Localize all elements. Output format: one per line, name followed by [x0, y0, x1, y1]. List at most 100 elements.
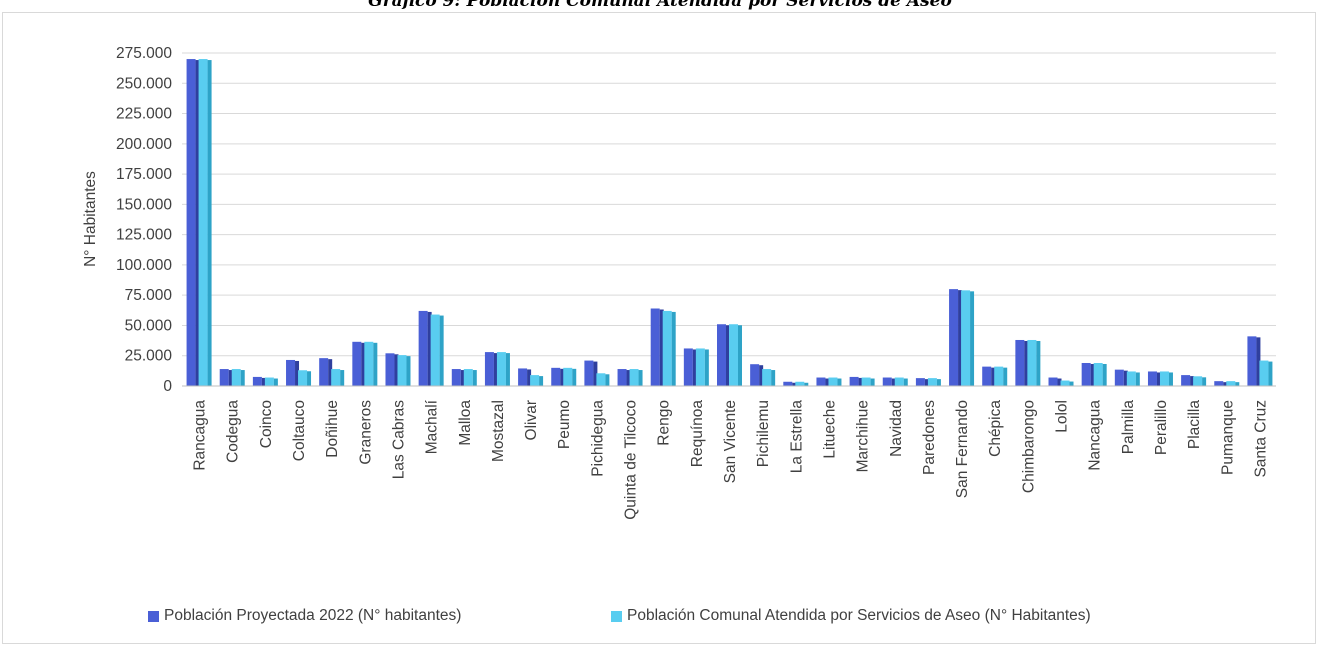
bar-series-1	[650, 308, 660, 386]
bar-series-1-side	[427, 311, 432, 386]
bar-series-1	[982, 366, 992, 386]
y-tick-label: 50.000	[125, 317, 173, 334]
y-tick-label: 125.000	[116, 227, 172, 244]
bar-series-2-side	[207, 60, 212, 387]
legend-label-series-1: Población Proyectada 2022 (N° habitantes…	[164, 607, 462, 624]
bar-series-2	[662, 310, 672, 386]
bar-series-2	[1193, 376, 1203, 386]
x-tick-label: Navidad	[888, 400, 905, 457]
bar-series-1-side	[560, 368, 565, 386]
bar-series-2	[894, 377, 904, 386]
y-tick-label: 200.000	[116, 136, 172, 153]
bar-series-2-side	[605, 374, 610, 386]
bar-series-1	[219, 369, 229, 386]
bar-series-1	[915, 378, 925, 386]
bar-series-1-side	[1256, 337, 1261, 386]
x-tick-label: Requínoa	[689, 400, 706, 468]
bar-series-1-side	[759, 365, 764, 386]
bar-series-1-side	[1024, 340, 1029, 386]
bar-series-1-side	[493, 353, 498, 386]
x-tick-label: San Vicente	[722, 400, 739, 483]
x-tick-label: Marchihue	[855, 400, 872, 472]
x-tick-label: San Fernando	[954, 400, 971, 498]
bar-series-2	[828, 377, 838, 386]
bar-series-2	[397, 355, 407, 386]
bar-series-1	[849, 376, 859, 386]
chart-frame	[2, 12, 1316, 644]
x-tick-label: Pumanque	[1219, 400, 1236, 475]
bar-series-1	[783, 381, 793, 386]
x-tick-label: Chimbarongo	[1020, 400, 1037, 493]
bar-series-2	[927, 378, 937, 386]
legend-item-series-2: Población Comunal Atendida por Servicios…	[611, 606, 1091, 626]
bar-series-1-side	[1223, 382, 1228, 386]
bar-series-1	[882, 377, 892, 386]
bar-series-2	[762, 369, 772, 386]
bar-series-1-side	[792, 382, 797, 386]
bar-series-1-side	[659, 309, 664, 386]
bar-series-2	[695, 348, 705, 386]
bar-series-2	[1093, 362, 1103, 386]
bar-series-2-side	[671, 311, 676, 386]
bar-series-2-side	[771, 370, 776, 386]
bar-series-2-side	[970, 291, 975, 386]
bar-series-1-side	[924, 379, 929, 386]
bar-series-2-side	[1003, 367, 1008, 386]
bar-series-1	[1048, 377, 1058, 386]
x-tick-label: Malloa	[457, 400, 474, 446]
bar-series-1	[584, 360, 594, 386]
bar-series-1-side	[726, 325, 730, 386]
bar-series-1	[617, 369, 627, 386]
bar-series-2-side	[472, 370, 477, 386]
y-tick-label: 275.000	[116, 45, 172, 62]
bar-series-2-side	[307, 371, 312, 386]
bar-series-2	[1159, 371, 1169, 386]
bar-series-2	[729, 324, 738, 386]
bar-series-2-side	[240, 370, 245, 386]
bar-series-1	[451, 369, 461, 386]
bar-series-2-side	[505, 353, 510, 386]
bar-series-2-side	[870, 378, 875, 386]
bar-series-2	[530, 375, 540, 386]
bar-series-2-side	[1202, 377, 1207, 386]
legend-swatch-series-2	[611, 610, 622, 622]
bar-series-2	[1060, 380, 1070, 386]
bar-series-2-side	[903, 378, 908, 386]
bar-series-2	[430, 314, 440, 386]
legend-label-series-2: Población Comunal Atendida por Servicios…	[627, 607, 1091, 624]
bar-series-1	[1247, 336, 1257, 386]
bar-series-1-side	[195, 60, 200, 387]
x-tick-label: Rengo	[656, 400, 673, 446]
x-tick-label: Olivar	[523, 400, 540, 440]
x-tick-label: Pichilemu	[755, 400, 772, 467]
bar-series-2-side	[1069, 381, 1074, 386]
x-tick-label: Santa Cruz	[1252, 400, 1269, 478]
x-tick-label: Litueche	[821, 400, 838, 459]
bar-series-1-side	[261, 377, 266, 386]
bar-series-2-side	[1268, 361, 1273, 386]
x-tick-label: Coltauco	[291, 400, 308, 461]
bar-series-1-side	[328, 359, 333, 386]
bar-series-2	[1126, 371, 1136, 386]
bar-series-1	[186, 59, 196, 387]
bar-series-1-side	[891, 378, 896, 386]
bar-series-1	[1214, 381, 1224, 386]
bar-series-2-side	[1168, 372, 1173, 386]
bar-series-1	[1147, 371, 1157, 386]
x-tick-label: Palmilla	[1120, 400, 1137, 455]
bar-series-2-side	[936, 379, 941, 386]
bar-series-1-side	[825, 378, 830, 386]
bar-series-2-side	[837, 378, 842, 386]
bar-series-2	[795, 381, 805, 386]
x-tick-label: Machalí	[424, 399, 441, 454]
bar-series-2	[629, 369, 639, 386]
bar-series-1-side	[1057, 378, 1062, 386]
bar-series-1-side	[361, 342, 366, 386]
bar-series-2	[994, 366, 1004, 386]
bar-series-1	[385, 353, 395, 386]
x-tick-label: Placilla	[1186, 400, 1203, 449]
bar-series-1	[949, 289, 959, 386]
bar-series-2-side	[1135, 372, 1140, 386]
bar-series-1-side	[295, 360, 300, 386]
bar-series-1	[816, 377, 826, 386]
